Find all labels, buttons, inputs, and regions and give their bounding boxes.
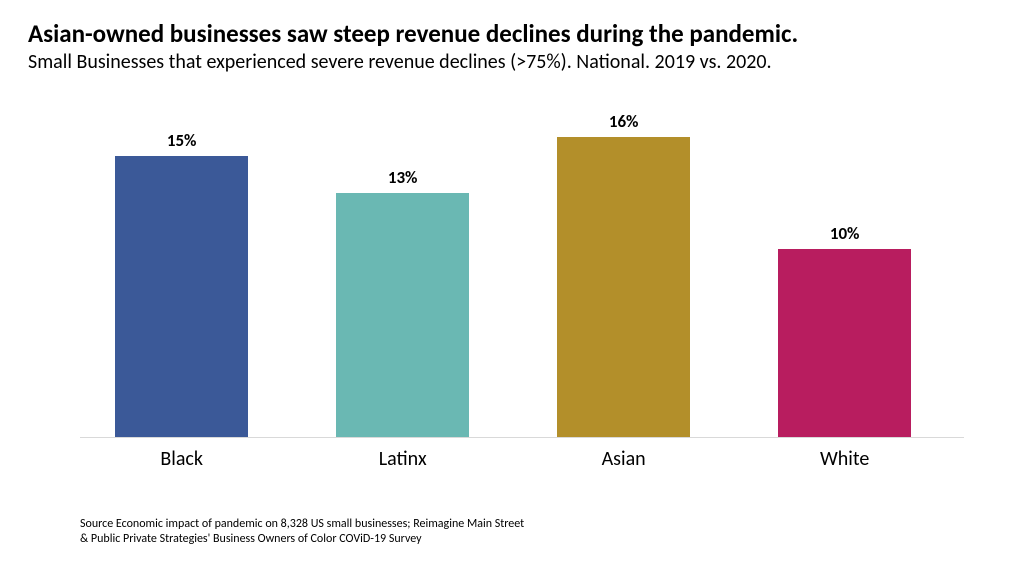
bar-value-label: 16% — [557, 111, 690, 132]
chart-area: 15%Black13%Latinx16%Asian10%White — [80, 118, 964, 438]
chart-title: Asian-owned businesses saw steep revenue… — [28, 20, 996, 48]
page: Asian-owned businesses saw steep revenue… — [0, 0, 1024, 576]
bar-black: 15% — [115, 156, 248, 437]
source-line: & Public Private Strategies' Business Ow… — [80, 532, 524, 548]
chart-subtitle: Small Businesses that experienced severe… — [28, 50, 996, 74]
category-label: Black — [71, 447, 292, 471]
source-line: Source Economic impact of pandemic on 8,… — [80, 517, 524, 533]
bar-asian: 16% — [557, 137, 690, 437]
category-label: White — [734, 447, 955, 471]
bar-value-label: 15% — [115, 130, 248, 151]
bar-white: 10% — [778, 249, 911, 437]
bar-value-label: 10% — [778, 223, 911, 244]
category-label: Latinx — [292, 447, 513, 471]
source-citation: Source Economic impact of pandemic on 8,… — [80, 517, 524, 548]
category-label: Asian — [513, 447, 734, 471]
plot-region: 15%Black13%Latinx16%Asian10%White — [80, 118, 964, 438]
bar-latinx: 13% — [336, 193, 469, 437]
bar-value-label: 13% — [336, 167, 469, 188]
